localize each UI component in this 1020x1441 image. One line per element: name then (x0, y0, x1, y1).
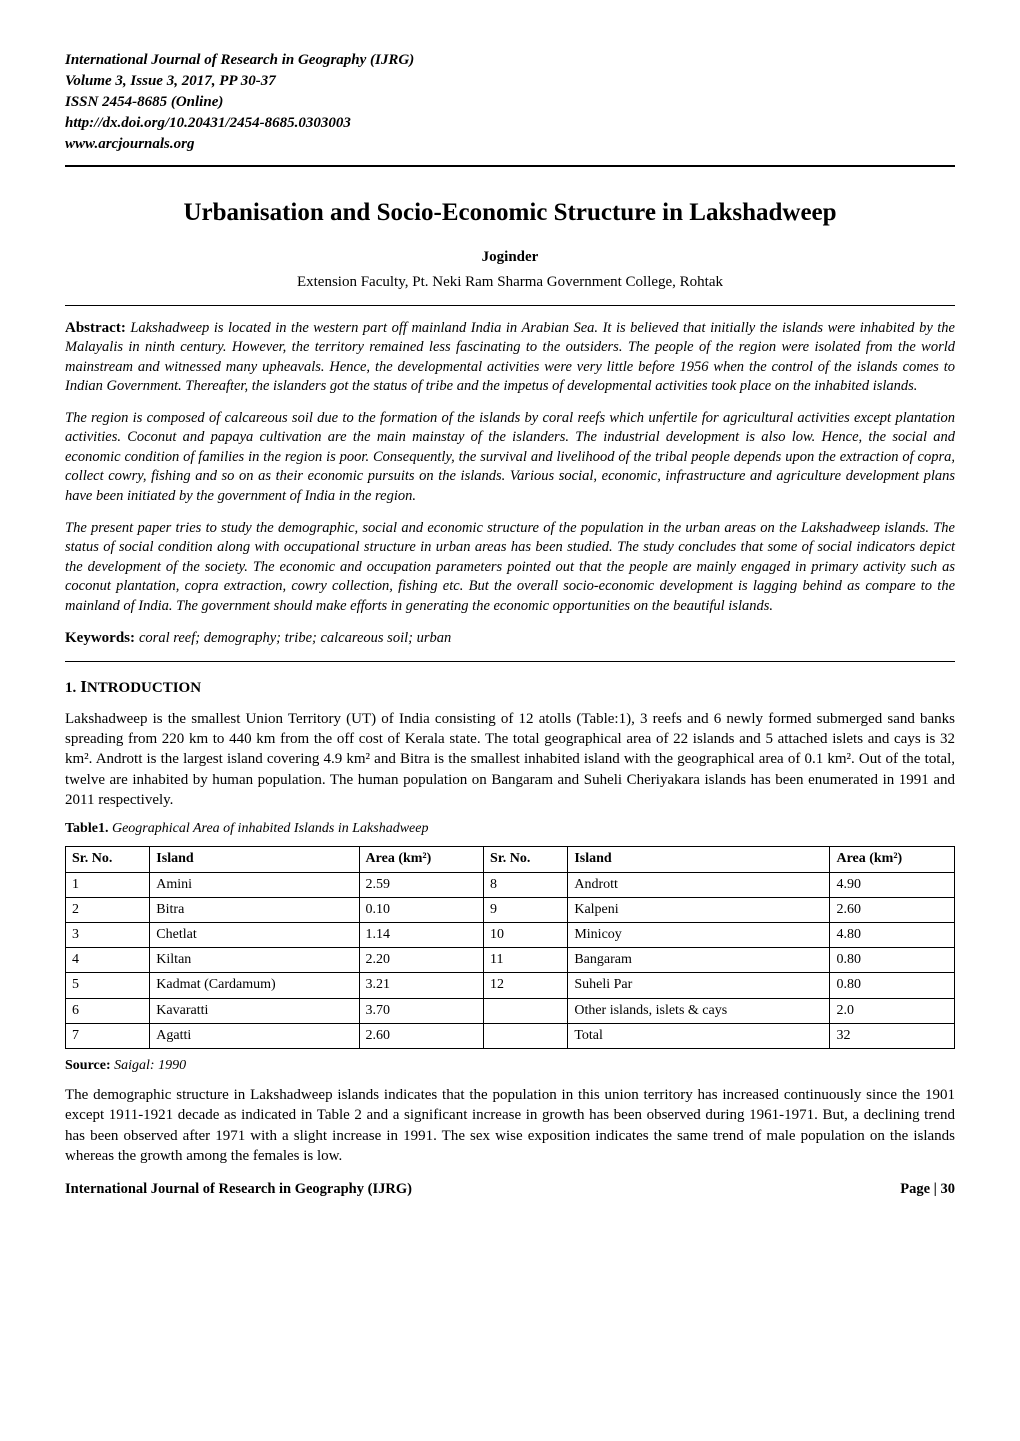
table-cell: Andrott (568, 872, 830, 897)
keywords-label: Keywords: (65, 630, 135, 646)
table-cell: 1.14 (359, 922, 484, 947)
table1-header-row: Sr. No. Island Area (km²) Sr. No. Island… (66, 847, 955, 872)
table1-caption-label: Table1. (65, 821, 108, 836)
table-cell: 4 (66, 948, 150, 973)
para-after-table: The demographic structure in Lakshadweep… (65, 1085, 955, 1166)
table-cell: 2.59 (359, 872, 484, 897)
abstract-para-3: The present paper tries to study the dem… (65, 519, 955, 617)
section-1-number: 1. (65, 680, 76, 696)
table-cell: 4.80 (830, 922, 955, 947)
table-cell: 3.21 (359, 973, 484, 998)
table-cell: Other islands, islets & cays (568, 998, 830, 1023)
table1-header-cell: Sr. No. (484, 847, 568, 872)
table1-header-cell: Sr. No. (66, 847, 150, 872)
table1-caption: Table1. Geographical Area of inhabited I… (65, 820, 955, 838)
footer-journal: International Journal of Research in Geo… (65, 1180, 412, 1199)
table-cell: Kadmat (Cardamum) (150, 973, 359, 998)
table-row: 2Bitra0.109Kalpeni2.60 (66, 897, 955, 922)
footer-page: Page | 30 (900, 1180, 955, 1199)
table-cell (484, 998, 568, 1023)
section-1-heading: 1. INTRODUCTION (65, 676, 955, 699)
table-cell: 12 (484, 973, 568, 998)
table-cell: 0.80 (830, 948, 955, 973)
table-cell: 7 (66, 1023, 150, 1048)
abstract-label: Abstract: (65, 320, 126, 336)
abstract-para-1: Abstract: Lakshadweep is located in the … (65, 318, 955, 397)
table-cell: 6 (66, 998, 150, 1023)
table1-header-cell: Area (km²) (359, 847, 484, 872)
table-cell: 8 (484, 872, 568, 897)
table-cell: 2.60 (359, 1023, 484, 1048)
table-cell (484, 1023, 568, 1048)
author-affiliation: Extension Faculty, Pt. Neki Ram Sharma G… (65, 273, 955, 293)
table-cell: 0.10 (359, 897, 484, 922)
table1: Sr. No. Island Area (km²) Sr. No. Island… (65, 846, 955, 1049)
table-cell: Chetlat (150, 922, 359, 947)
keywords-text: coral reef; demography; tribe; calcareou… (139, 630, 451, 646)
table1-header-cell: Island (150, 847, 359, 872)
table-cell: 2.60 (830, 897, 955, 922)
table-cell: 2.20 (359, 948, 484, 973)
section-1-title: INTRODUCTION (80, 680, 201, 696)
table1-header-cell: Island (568, 847, 830, 872)
table-row: 4Kiltan2.2011Bangaram0.80 (66, 948, 955, 973)
table-cell: Kalpeni (568, 897, 830, 922)
table-cell: 5 (66, 973, 150, 998)
author-name: Joginder (65, 248, 955, 268)
table-cell: Agatti (150, 1023, 359, 1048)
table1-header-cell: Area (km²) (830, 847, 955, 872)
abstract-text-1: Lakshadweep is located in the western pa… (65, 320, 955, 395)
abstract-bottom-divider (65, 661, 955, 662)
table-cell: Minicoy (568, 922, 830, 947)
table1-source: Source: Saigal: 1990 (65, 1057, 955, 1075)
table-cell: 1 (66, 872, 150, 897)
table-cell: 10 (484, 922, 568, 947)
abstract-top-divider (65, 305, 955, 306)
table-row: 6Kavaratti3.70 Other islands, islets & ca… (66, 998, 955, 1023)
journal-website: www.arcjournals.org (65, 134, 955, 155)
table-cell: 32 (830, 1023, 955, 1048)
page-footer: International Journal of Research in Geo… (65, 1180, 955, 1199)
table-cell: Bangaram (568, 948, 830, 973)
journal-doi: http://dx.doi.org/10.20431/2454-8685.030… (65, 113, 955, 134)
table-cell: 3.70 (359, 998, 484, 1023)
journal-header: International Journal of Research in Geo… (65, 50, 955, 155)
table-cell: 3 (66, 922, 150, 947)
table-cell: Total (568, 1023, 830, 1048)
table-cell: 2 (66, 897, 150, 922)
intro-para-1: Lakshadweep is the smallest Union Territ… (65, 709, 955, 810)
journal-issn: ISSN 2454-8685 (Online) (65, 92, 955, 113)
table-cell: 11 (484, 948, 568, 973)
table-cell: Bitra (150, 897, 359, 922)
table1-caption-text: Geographical Area of inhabited Islands i… (112, 821, 429, 836)
paper-title: Urbanisation and Socio-Economic Structur… (65, 197, 955, 230)
abstract-para-2: The region is composed of calcareous soi… (65, 409, 955, 507)
table-cell: 0.80 (830, 973, 955, 998)
table-row: 5Kadmat (Cardamum)3.2112Suheli Par0.80 (66, 973, 955, 998)
table-cell: Amini (150, 872, 359, 897)
journal-volume: Volume 3, Issue 3, 2017, PP 30-37 (65, 71, 955, 92)
table-row: 7Agatti2.60 Total32 (66, 1023, 955, 1048)
table-row: 1Amini2.598Andrott4.90 (66, 872, 955, 897)
keywords-line: Keywords: coral reef; demography; tribe;… (65, 628, 955, 649)
table-cell: 9 (484, 897, 568, 922)
header-divider (65, 165, 955, 167)
table-row: 3Chetlat1.1410Minicoy4.80 (66, 922, 955, 947)
journal-name: International Journal of Research in Geo… (65, 50, 955, 71)
table-cell: Suheli Par (568, 973, 830, 998)
source-text: Saigal: 1990 (114, 1058, 186, 1073)
table-cell: Kavaratti (150, 998, 359, 1023)
table-cell: Kiltan (150, 948, 359, 973)
table-cell: 4.90 (830, 872, 955, 897)
source-label: Source: (65, 1058, 111, 1073)
table-cell: 2.0 (830, 998, 955, 1023)
